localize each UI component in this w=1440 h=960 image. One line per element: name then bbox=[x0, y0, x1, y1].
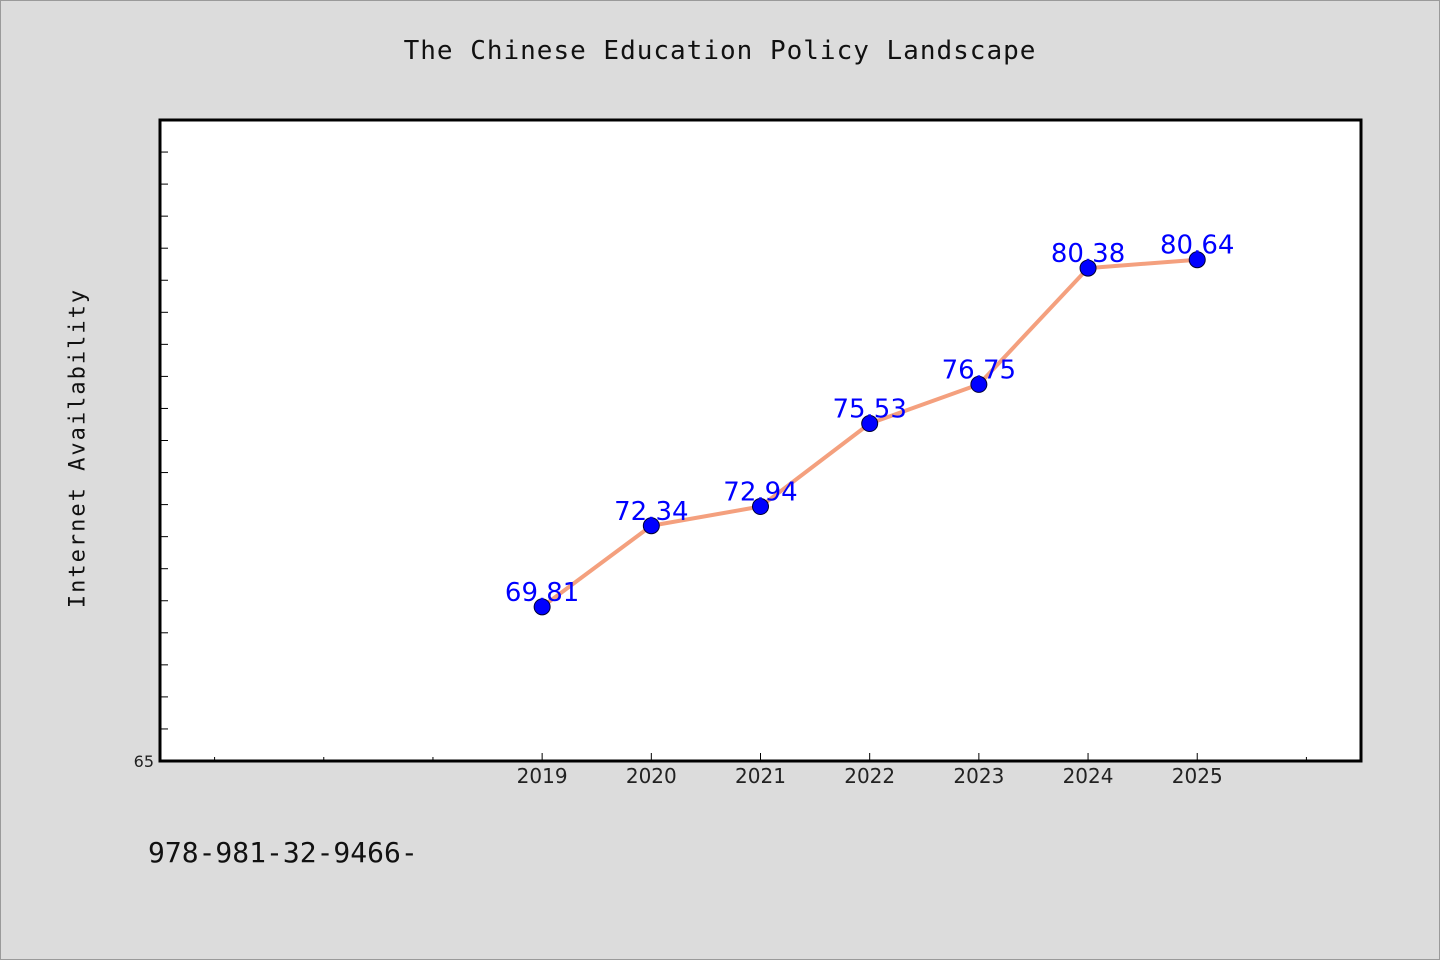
data-label: 69.81 bbox=[505, 578, 579, 608]
data-label: 80.38 bbox=[1051, 239, 1125, 269]
footer-text: 978-981-32-9466- bbox=[148, 836, 418, 869]
data-labels: 69.81 72.34 72.94 75.53 76.75 80.38 80.64 bbox=[505, 231, 1235, 608]
x-tick-label: 2021 bbox=[735, 764, 786, 788]
data-point bbox=[533, 598, 551, 616]
x-tick-label: 2025 bbox=[1172, 764, 1223, 788]
x-tick-label: 2024 bbox=[1063, 764, 1114, 788]
data-point bbox=[1079, 259, 1097, 277]
x-tick-label: 2020 bbox=[626, 764, 677, 788]
x-tick-label: 2023 bbox=[953, 764, 1004, 788]
y-tick-label: 65 bbox=[134, 752, 154, 771]
data-point bbox=[752, 498, 769, 516]
data-label: 76.75 bbox=[942, 355, 1016, 385]
data-label: 75.53 bbox=[832, 395, 906, 425]
data-label: 72.94 bbox=[723, 478, 797, 508]
data-point bbox=[970, 375, 988, 393]
x-tick-label: 2019 bbox=[517, 764, 568, 788]
chart-title: The Chinese Education Policy Landscape bbox=[403, 36, 1037, 66]
data-point bbox=[1188, 251, 1206, 269]
x-tick-label: 2022 bbox=[844, 764, 895, 788]
data-label: 80.64 bbox=[1160, 231, 1234, 261]
data-label: 72.34 bbox=[614, 497, 688, 527]
plot-area bbox=[158, 118, 1363, 763]
data-point bbox=[642, 517, 660, 535]
data-point bbox=[861, 415, 879, 433]
data-markers bbox=[533, 251, 1206, 616]
y-tick-labels: 65 bbox=[134, 752, 154, 771]
axis-ticks bbox=[160, 151, 1307, 761]
x-tick-labels: 2019 2020 2021 2022 2023 2024 2025 bbox=[517, 764, 1223, 788]
